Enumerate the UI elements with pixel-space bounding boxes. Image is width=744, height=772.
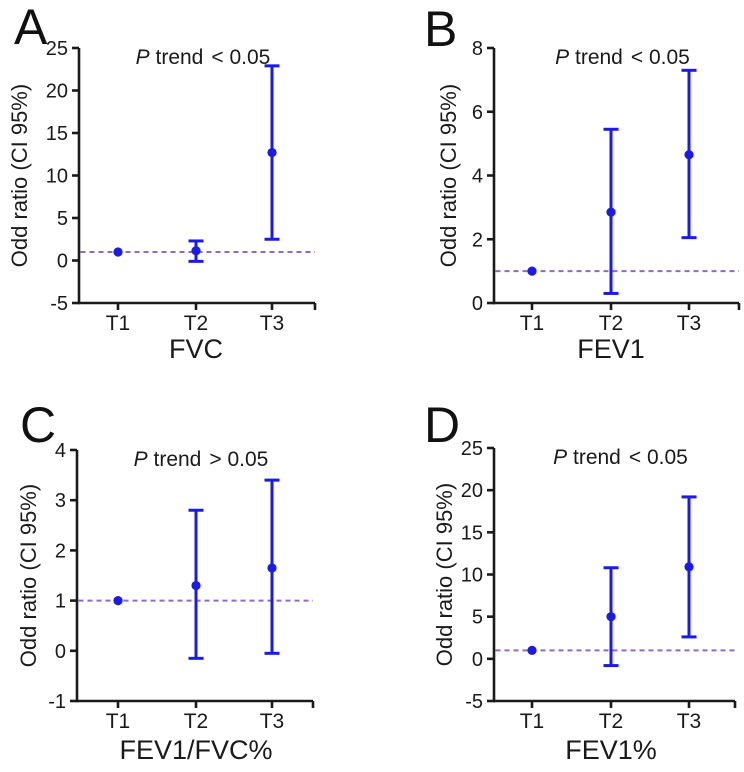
x-axis-title: FEV1/FVC% bbox=[119, 735, 272, 765]
y-tick-label: 25 bbox=[46, 38, 68, 60]
panel-C: C -1 0 1 2 3 4 T1 T2 T3 P trend > 0.05 Odd ratio (C… bbox=[0, 386, 372, 772]
x-tick-label: T3 bbox=[260, 312, 285, 335]
p-trend-annotation: P trend > 0.05 bbox=[134, 448, 269, 471]
x-tick-label: T3 bbox=[260, 710, 285, 733]
y-tick-label: 10 bbox=[461, 565, 483, 587]
panel-B: B 0 2 4 6 8 T1 T2 T3 P trend < 0.05 Odd ratio (CI … bbox=[372, 0, 744, 386]
x-tick-label: T2 bbox=[599, 710, 624, 733]
y-tick-label: 5 bbox=[57, 208, 68, 230]
y-tick-label: 0 bbox=[55, 641, 66, 663]
p-trend-annotation: P trend < 0.05 bbox=[555, 46, 690, 69]
panel-A: A -5 0 5 10 15 20 25 T1 T2 T3 P trend < 0.05 Odd rat… bbox=[0, 0, 372, 386]
y-tick-label: 4 bbox=[55, 440, 66, 462]
x-axis-title: FEV1 bbox=[577, 334, 645, 364]
plot-fvc: -5 0 5 10 15 20 25 T1 T2 T3 P trend < 0.05 Odd ratio… bbox=[7, 38, 317, 364]
y-tick-label: 0 bbox=[57, 251, 68, 273]
data-point bbox=[267, 147, 277, 158]
x-tick-label: T1 bbox=[520, 312, 545, 335]
y-tick-label: 3 bbox=[55, 490, 66, 512]
x-tick-label: T2 bbox=[599, 312, 624, 335]
x-tick-label: T3 bbox=[677, 312, 702, 335]
panel-letter-C: C bbox=[20, 397, 57, 453]
x-tick-label: T2 bbox=[184, 710, 209, 733]
y-tick-label: 20 bbox=[46, 81, 68, 103]
y-tick-label: 20 bbox=[461, 480, 483, 502]
data-point bbox=[527, 266, 537, 276]
plot-fev1: 0 2 4 6 8 T1 T2 T3 P trend < 0.05 Odd ratio (CI 95… bbox=[436, 38, 741, 364]
p-trend-annotation: P trend < 0.05 bbox=[136, 46, 271, 69]
data-point bbox=[267, 563, 277, 573]
x-axis-title: FVC bbox=[169, 334, 223, 364]
y-tick-label: -5 bbox=[465, 691, 483, 713]
y-axis-title: Odd ratio (CI 95%) bbox=[436, 84, 461, 267]
x-tick-label: T1 bbox=[106, 710, 131, 733]
p-trend-annotation: P trend < 0.05 bbox=[553, 446, 688, 469]
data-point bbox=[527, 645, 537, 655]
y-axis-title: Odd ratio (CI 95%) bbox=[7, 84, 32, 267]
y-tick-label: 15 bbox=[461, 522, 483, 544]
y-tick-label: 2 bbox=[472, 229, 483, 251]
x-tick-label: T1 bbox=[520, 710, 545, 733]
y-tick-label: 0 bbox=[472, 293, 483, 315]
y-tick-label: 0 bbox=[472, 649, 483, 671]
y-tick-label: 2 bbox=[55, 540, 66, 562]
y-tick-label: -5 bbox=[50, 293, 68, 315]
y-tick-label: 10 bbox=[46, 166, 68, 188]
data-point bbox=[606, 207, 616, 217]
y-tick-label: 6 bbox=[472, 102, 483, 124]
plot-fev1-fvc-pct: -1 0 1 2 3 4 T1 T2 T3 P trend > 0.05 Odd ratio (CI … bbox=[16, 440, 315, 765]
y-tick-label: 4 bbox=[472, 166, 483, 188]
panel-letter-B: B bbox=[424, 1, 458, 57]
y-tick-label: 1 bbox=[55, 591, 66, 613]
y-axis-title: Odd ratio (CI 95%) bbox=[16, 484, 41, 667]
data-point bbox=[684, 150, 694, 160]
data-point bbox=[113, 596, 123, 606]
y-tick-label: 15 bbox=[46, 123, 68, 145]
y-tick-label: 25 bbox=[461, 438, 483, 460]
data-point bbox=[113, 247, 123, 257]
x-axis-title: FEV1% bbox=[565, 735, 657, 765]
data-point bbox=[191, 580, 201, 591]
x-tick-label: T2 bbox=[184, 312, 209, 335]
y-tick-label: -1 bbox=[48, 691, 66, 713]
panel-D: D -5 0 5 10 15 20 25 T1 T2 T3 P trend < 0.05 Odd rat… bbox=[372, 386, 744, 772]
panel-letter-D: D bbox=[424, 397, 461, 453]
plot-fev1-pct: -5 0 5 10 15 20 25 T1 T2 T3 P trend < 0.05 Odd ratio… bbox=[432, 438, 737, 765]
data-point bbox=[606, 612, 616, 622]
y-tick-label: 8 bbox=[472, 38, 483, 60]
y-axis-title: Odd ratio (CI 95%) bbox=[432, 483, 457, 666]
data-point bbox=[684, 562, 694, 572]
y-tick-label: 5 bbox=[472, 607, 483, 629]
x-tick-label: T3 bbox=[677, 710, 702, 733]
data-point bbox=[191, 246, 201, 256]
x-tick-label: T1 bbox=[106, 312, 131, 335]
panel-letter-A: A bbox=[14, 0, 48, 55]
